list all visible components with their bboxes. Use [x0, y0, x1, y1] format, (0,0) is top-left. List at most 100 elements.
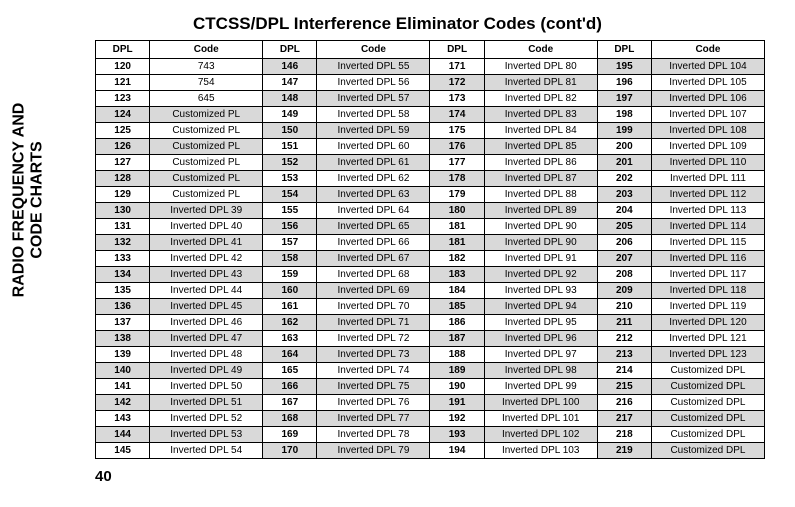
cell-code: Inverted DPL 113	[651, 203, 764, 219]
table-row: 130Inverted DPL 39155Inverted DPL 64180I…	[96, 203, 765, 219]
cell-dpl: 144	[96, 427, 150, 443]
cell-dpl: 154	[263, 187, 317, 203]
cell-code: Inverted DPL 89	[484, 203, 597, 219]
cell-code: Inverted DPL 99	[484, 379, 597, 395]
cell-dpl: 174	[430, 107, 484, 123]
col-header-dpl: DPL	[597, 41, 651, 59]
cell-dpl: 188	[430, 347, 484, 363]
table-header-row: DPLCodeDPLCodeDPLCodeDPLCode	[96, 41, 765, 59]
col-header-dpl: DPL	[430, 41, 484, 59]
cell-code: Inverted DPL 44	[150, 283, 263, 299]
cell-dpl: 218	[597, 427, 651, 443]
cell-code: Inverted DPL 55	[317, 59, 430, 75]
cell-dpl: 181	[430, 235, 484, 251]
cell-dpl: 192	[430, 411, 484, 427]
cell-dpl: 200	[597, 139, 651, 155]
cell-code: Inverted DPL 90	[484, 219, 597, 235]
table-row: 124Customized PL149Inverted DPL 58174Inv…	[96, 107, 765, 123]
cell-dpl: 214	[597, 363, 651, 379]
cell-code: Inverted DPL 121	[651, 331, 764, 347]
cell-dpl: 204	[597, 203, 651, 219]
cell-code: Customized PL	[150, 171, 263, 187]
cell-code: Inverted DPL 115	[651, 235, 764, 251]
cell-dpl: 198	[597, 107, 651, 123]
table-row: 140Inverted DPL 49165Inverted DPL 74189I…	[96, 363, 765, 379]
table-row: 132Inverted DPL 41157Inverted DPL 66181I…	[96, 235, 765, 251]
cell-dpl: 161	[263, 299, 317, 315]
cell-dpl: 171	[430, 59, 484, 75]
cell-code: Inverted DPL 71	[317, 315, 430, 331]
table-row: 145Inverted DPL 54170Inverted DPL 79194I…	[96, 443, 765, 459]
cell-code: Inverted DPL 64	[317, 203, 430, 219]
cell-dpl: 156	[263, 219, 317, 235]
cell-code: Inverted DPL 100	[484, 395, 597, 411]
cell-code: Inverted DPL 72	[317, 331, 430, 347]
cell-dpl: 183	[430, 267, 484, 283]
cell-code: Inverted DPL 70	[317, 299, 430, 315]
cell-dpl: 143	[96, 411, 150, 427]
cell-dpl: 193	[430, 427, 484, 443]
cell-dpl: 128	[96, 171, 150, 187]
cell-code: Inverted DPL 91	[484, 251, 597, 267]
cell-code: Inverted DPL 116	[651, 251, 764, 267]
cell-dpl: 196	[597, 75, 651, 91]
cell-dpl: 194	[430, 443, 484, 459]
cell-dpl: 125	[96, 123, 150, 139]
cell-code: Inverted DPL 92	[484, 267, 597, 283]
cell-dpl: 151	[263, 139, 317, 155]
cell-dpl: 216	[597, 395, 651, 411]
cell-dpl: 132	[96, 235, 150, 251]
table-row: 139Inverted DPL 48164Inverted DPL 73188I…	[96, 347, 765, 363]
cell-dpl: 191	[430, 395, 484, 411]
cell-code: Inverted DPL 81	[484, 75, 597, 91]
cell-code: Inverted DPL 106	[651, 91, 764, 107]
cell-code: Customized PL	[150, 123, 263, 139]
cell-code: Inverted DPL 75	[317, 379, 430, 395]
codes-table: DPLCodeDPLCodeDPLCodeDPLCode 120743146In…	[95, 40, 765, 459]
cell-code: Inverted DPL 43	[150, 267, 263, 283]
cell-code: Inverted DPL 59	[317, 123, 430, 139]
cell-code: Customized PL	[150, 139, 263, 155]
cell-code: Inverted DPL 67	[317, 251, 430, 267]
cell-dpl: 127	[96, 155, 150, 171]
cell-code: Customized DPL	[651, 427, 764, 443]
cell-code: Inverted DPL 108	[651, 123, 764, 139]
cell-code: Inverted DPL 82	[484, 91, 597, 107]
sidebar-line1: RADIO FREQUENCY AND	[10, 103, 28, 298]
cell-dpl: 219	[597, 443, 651, 459]
cell-dpl: 123	[96, 91, 150, 107]
table-row: 125Customized PL150Inverted DPL 59175Inv…	[96, 123, 765, 139]
cell-dpl: 158	[263, 251, 317, 267]
cell-code: Inverted DPL 66	[317, 235, 430, 251]
cell-dpl: 145	[96, 443, 150, 459]
cell-code: Inverted DPL 103	[484, 443, 597, 459]
cell-dpl: 147	[263, 75, 317, 91]
table-row: 129Customized PL154Inverted DPL 63179Inv…	[96, 187, 765, 203]
cell-dpl: 129	[96, 187, 150, 203]
cell-code: Inverted DPL 46	[150, 315, 263, 331]
cell-dpl: 166	[263, 379, 317, 395]
cell-dpl: 184	[430, 283, 484, 299]
cell-code: Customized PL	[150, 155, 263, 171]
cell-dpl: 209	[597, 283, 651, 299]
table-row: 142Inverted DPL 51167Inverted DPL 76191I…	[96, 395, 765, 411]
cell-dpl: 179	[430, 187, 484, 203]
cell-code: Inverted DPL 93	[484, 283, 597, 299]
table-row: 143Inverted DPL 52168Inverted DPL 77192I…	[96, 411, 765, 427]
cell-code: Inverted DPL 109	[651, 139, 764, 155]
table-row: 127Customized PL152Inverted DPL 61177Inv…	[96, 155, 765, 171]
cell-dpl: 178	[430, 171, 484, 187]
cell-code: Inverted DPL 49	[150, 363, 263, 379]
cell-dpl: 130	[96, 203, 150, 219]
cell-code: Inverted DPL 88	[484, 187, 597, 203]
cell-code: Customized DPL	[651, 363, 764, 379]
cell-dpl: 190	[430, 379, 484, 395]
cell-code: Inverted DPL 51	[150, 395, 263, 411]
table-row: 121754147Inverted DPL 56172Inverted DPL …	[96, 75, 765, 91]
cell-code: Customized DPL	[651, 443, 764, 459]
cell-dpl: 131	[96, 219, 150, 235]
cell-dpl: 167	[263, 395, 317, 411]
cell-dpl: 152	[263, 155, 317, 171]
codes-table-container: DPLCodeDPLCodeDPLCodeDPLCode 120743146In…	[95, 40, 765, 459]
cell-dpl: 133	[96, 251, 150, 267]
